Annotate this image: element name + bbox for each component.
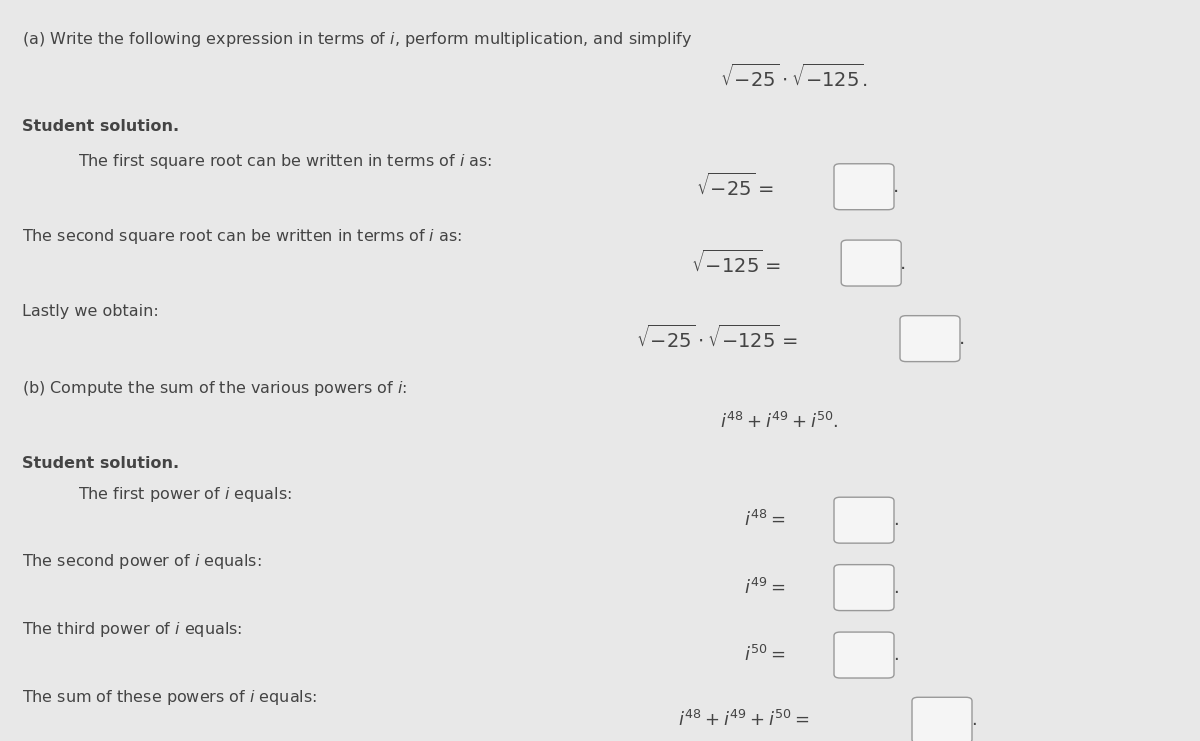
Text: The second square root can be written in terms of $\mathit{i}$ as:: The second square root can be written in… <box>22 227 462 247</box>
Text: .: . <box>900 253 906 273</box>
FancyBboxPatch shape <box>900 316 960 362</box>
Text: The first square root can be written in terms of $\mathit{i}$ as:: The first square root can be written in … <box>78 152 492 171</box>
Text: $i^{48} + i^{49} + i^{50}.$: $i^{48} + i^{49} + i^{50}.$ <box>720 412 839 433</box>
Text: .: . <box>893 177 899 196</box>
Text: .: . <box>893 579 899 597</box>
Text: Student solution.: Student solution. <box>22 119 179 133</box>
FancyBboxPatch shape <box>834 497 894 543</box>
Text: The first power of $\mathit{i}$ equals:: The first power of $\mathit{i}$ equals: <box>78 485 292 505</box>
Text: The second power of $\mathit{i}$ equals:: The second power of $\mathit{i}$ equals: <box>22 552 262 571</box>
Text: The third power of $\mathit{i}$ equals:: The third power of $\mathit{i}$ equals: <box>22 620 242 639</box>
FancyBboxPatch shape <box>841 240 901 286</box>
Text: $i^{50} =$: $i^{50} =$ <box>744 645 786 665</box>
Text: .: . <box>893 646 899 664</box>
Text: Student solution.: Student solution. <box>22 456 179 471</box>
FancyBboxPatch shape <box>834 632 894 678</box>
Text: (b) Compute the sum of the various powers of $\mathit{i}$:: (b) Compute the sum of the various power… <box>22 379 407 399</box>
Text: .: . <box>893 511 899 529</box>
FancyBboxPatch shape <box>834 164 894 210</box>
Text: .: . <box>959 329 965 348</box>
Text: $\sqrt{-25} =$: $\sqrt{-25} =$ <box>696 173 774 200</box>
FancyBboxPatch shape <box>912 697 972 741</box>
Text: $\sqrt{-25} \cdot \sqrt{-125}.$: $\sqrt{-25} \cdot \sqrt{-125}.$ <box>720 64 868 91</box>
Text: $i^{49} =$: $i^{49} =$ <box>744 577 786 598</box>
Text: .: . <box>971 711 977 729</box>
Text: $\sqrt{-25} \cdot \sqrt{-125} =$: $\sqrt{-25} \cdot \sqrt{-125} =$ <box>636 325 797 352</box>
Text: $i^{48} =$: $i^{48} =$ <box>744 510 786 531</box>
Text: Lastly we obtain:: Lastly we obtain: <box>22 304 158 319</box>
Text: $\sqrt{-125} =$: $\sqrt{-125} =$ <box>691 250 781 276</box>
FancyBboxPatch shape <box>834 565 894 611</box>
Text: The sum of these powers of $\mathit{i}$ equals:: The sum of these powers of $\mathit{i}$ … <box>22 688 317 707</box>
Text: $i^{48} + i^{49} + i^{50} =$: $i^{48} + i^{49} + i^{50} =$ <box>678 710 810 731</box>
Text: (a) Write the following expression in terms of $\mathit{i}$, perform multiplicat: (a) Write the following expression in te… <box>22 30 691 49</box>
